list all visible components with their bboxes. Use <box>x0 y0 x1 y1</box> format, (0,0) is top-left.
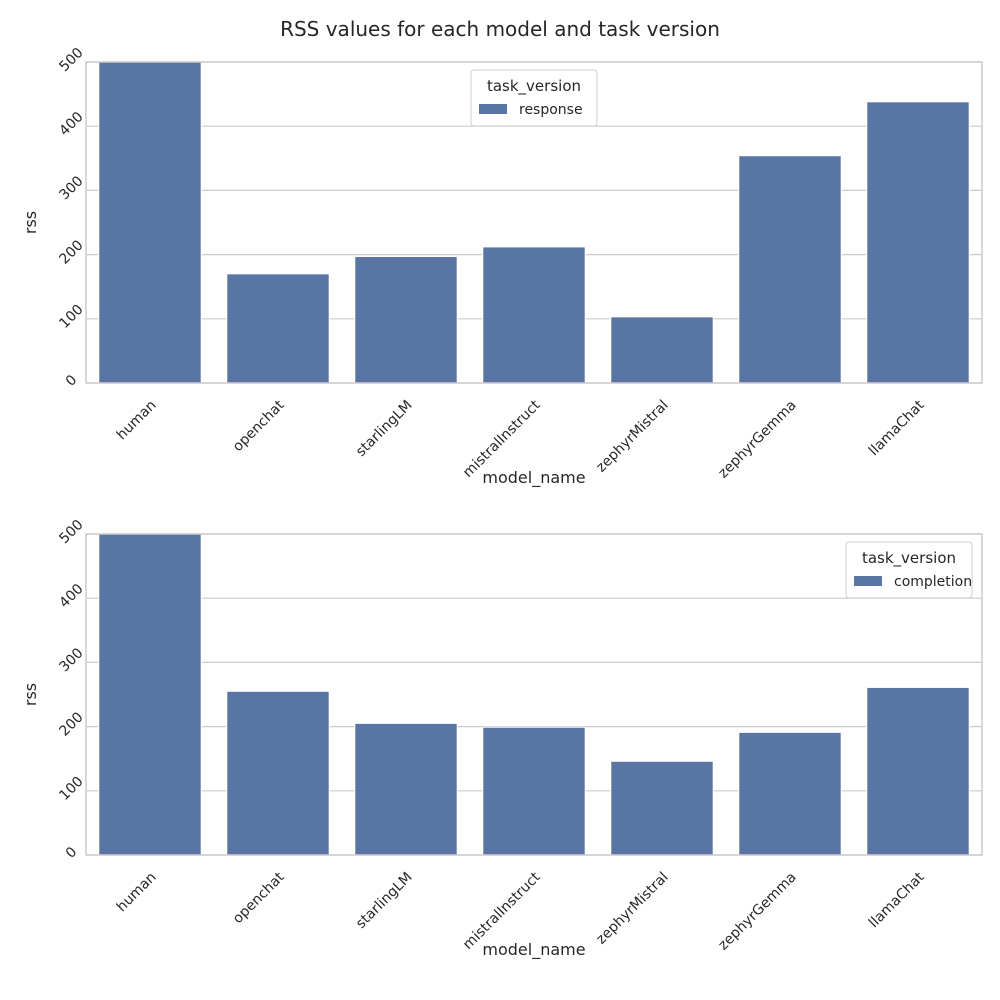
x-tick-label: llamaChat <box>866 397 928 459</box>
legend-swatch <box>854 576 882 586</box>
bar-openchat <box>226 273 330 384</box>
y-tick-label: 500 <box>56 517 86 547</box>
bar-mistralInstruct <box>482 726 586 856</box>
x-tick-label: starlingLM <box>353 869 416 932</box>
subplot-1: 0 100 200 300 400 500 human openchat starlingLM m… <box>21 45 983 488</box>
bar-llamaChat <box>866 686 970 856</box>
y-axis-label: rss <box>21 683 40 706</box>
bar-zephyrMistral <box>610 760 714 856</box>
x-tick-label: openchat <box>230 397 288 455</box>
y-tick-label: 300 <box>56 173 86 203</box>
legend: task_version completion <box>845 541 973 599</box>
y-tick-label: 0 <box>63 844 81 862</box>
figure-title: RSS values for each model and task versi… <box>280 17 720 41</box>
y-tick-label: 100 <box>56 774 86 804</box>
bar-mistralInstruct <box>482 246 586 384</box>
x-tick-label: human <box>114 869 160 915</box>
x-tick-label: human <box>114 397 160 443</box>
y-tick-label: 0 <box>63 372 81 390</box>
x-tick-label: llamaChat <box>866 869 928 931</box>
x-axis-label: model_name <box>482 940 585 960</box>
y-tick-label: 500 <box>56 45 86 75</box>
bar-zephyrMistral <box>610 316 714 384</box>
x-tick-label: zephyrGemma <box>715 869 799 953</box>
charts: 0 100 200 300 400 500 human openchat starlingLM m… <box>21 45 983 960</box>
y-tick-label: 200 <box>56 709 86 739</box>
legend-title: task_version <box>487 77 581 96</box>
legend: task_version response <box>470 69 598 127</box>
x-tick-label: openchat <box>230 869 288 927</box>
bar-starlingLM <box>354 256 458 384</box>
bar-human <box>98 533 202 856</box>
subplot-2: 0 100 200 300 400 500 human openchat starlingLM m… <box>21 517 983 960</box>
plot-frame <box>85 61 983 384</box>
legend-swatch <box>479 104 507 114</box>
x-tick-label: starlingLM <box>353 397 416 460</box>
x-tick-label: zephyrMistral <box>593 869 671 947</box>
y-tick-label: 100 <box>56 302 86 332</box>
plot-frame <box>85 533 983 856</box>
x-tick-label: zephyrGemma <box>715 397 799 481</box>
legend-entry: completion <box>894 574 972 590</box>
y-axis-label: rss <box>21 211 40 234</box>
x-tick-label: zephyrMistral <box>593 397 671 475</box>
y-tick-label: 400 <box>56 109 86 139</box>
bar-human <box>98 61 202 384</box>
bar-llamaChat <box>866 101 970 384</box>
bar-zephyrGemma <box>738 155 842 384</box>
x-axis-label: model_name <box>482 468 585 488</box>
bar-openchat <box>226 690 330 856</box>
y-tick-label: 300 <box>56 645 86 675</box>
legend-title: task_version <box>862 549 956 568</box>
y-tick-label: 400 <box>56 581 86 611</box>
legend-entry: response <box>519 102 583 118</box>
bar-zephyrGemma <box>738 731 842 856</box>
bar-starlingLM <box>354 722 458 856</box>
y-tick-label: 200 <box>56 237 86 267</box>
